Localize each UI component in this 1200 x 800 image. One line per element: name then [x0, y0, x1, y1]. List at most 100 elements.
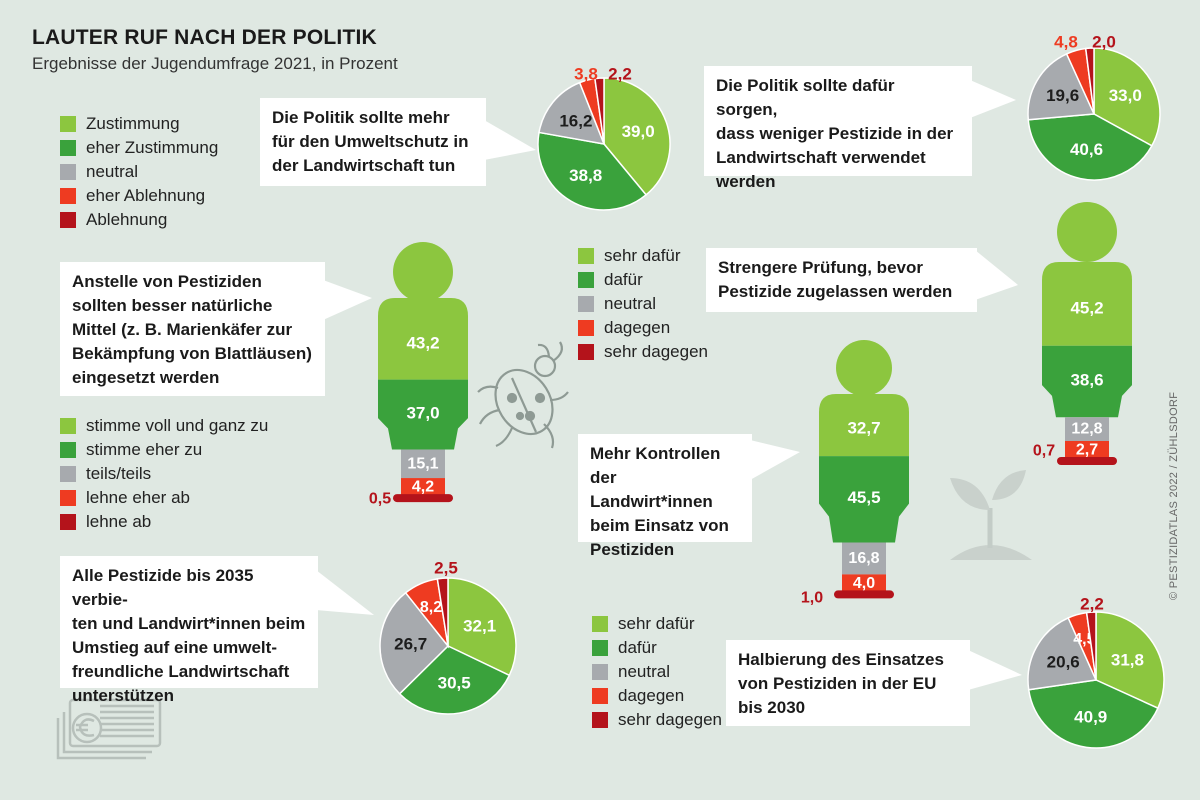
- legend-swatch: [60, 212, 76, 228]
- legend-label: Ablehnung: [86, 210, 168, 229]
- pie-chart: 31,840,920,64,52,2: [1027, 595, 1165, 749]
- ladybug-icon: [477, 341, 569, 449]
- legend-swatch: [60, 140, 76, 156]
- data-label: 38,8: [569, 166, 602, 185]
- data-label: 39,0: [622, 122, 655, 141]
- pie-slice: [1027, 52, 1096, 121]
- figure-segment: [1042, 345, 1132, 418]
- data-label: 32,1: [463, 617, 496, 636]
- data-label: 43,2: [406, 333, 439, 352]
- data-label: 0,5: [369, 491, 391, 508]
- figure-chart: 32,7 45,5 16,8 4,0 1,0: [801, 340, 909, 607]
- legend-agreement: Zustimmung eher Zustimmung neutral eher Abl…: [60, 112, 218, 232]
- legend-item: eher Zustimmung: [60, 136, 218, 160]
- legend-swatch: [60, 418, 76, 434]
- legend-swatch: [592, 664, 608, 680]
- chart-subtitle: Ergebnisse der Jugendumfrage 2021, in Pr…: [32, 54, 398, 73]
- legend-statement: stimme voll und ganz zu stimme eher zu tei…: [60, 414, 268, 534]
- pie-slice: [1085, 611, 1097, 681]
- legend-swatch: [60, 116, 76, 132]
- figure-segment: [401, 478, 445, 497]
- pie-slice: [537, 131, 648, 211]
- legend-item: sehr dafür: [578, 244, 708, 268]
- legend-label: neutral: [604, 294, 656, 313]
- legend-label: Zustimmung: [86, 114, 180, 133]
- statement-environment-bubble: Die Politik sollte mehr für den Umweltsc…: [260, 98, 486, 186]
- data-label: 19,6: [1046, 86, 1079, 105]
- legend-label: stimme voll und ganz zu: [86, 416, 269, 435]
- statement-stricter-testing-bubble: Strengere Prüfung, bevor Pestizide zugel…: [706, 248, 977, 312]
- legend-swatch: [60, 188, 76, 204]
- legend-item: sehr dafür: [592, 612, 722, 636]
- data-label: 16,8: [848, 550, 879, 567]
- figure-segment: [842, 574, 886, 593]
- legend-label: neutral: [618, 662, 670, 681]
- data-label: 1,0: [801, 590, 823, 607]
- legend-swatch: [60, 466, 76, 482]
- pie-slice: [436, 577, 449, 647]
- data-label: 2,0: [1092, 33, 1116, 52]
- figure-segment: [834, 590, 894, 599]
- legend-support-2: sehr dafür dafür neutral dagegen sehr dagege…: [592, 612, 722, 732]
- legend-swatch: [60, 442, 76, 458]
- pie-slice: [538, 81, 606, 145]
- chart-title: LAUTER RUF NACH DER POLITIK: [32, 26, 377, 49]
- bubble-pointer: [484, 120, 536, 160]
- data-label: 0,7: [1033, 443, 1055, 460]
- sprout-icon: [950, 470, 1032, 560]
- data-label: 20,6: [1047, 652, 1080, 671]
- data-label: 32,7: [847, 419, 880, 438]
- bubble-pointer: [970, 80, 1016, 118]
- pie-slice: [594, 77, 605, 145]
- figure-segment: [819, 456, 909, 543]
- legend-label: neutral: [86, 162, 138, 181]
- data-label: 15,1: [407, 455, 438, 472]
- figure-chart: 43,2 37,0 15,1 4,2 0,5: [369, 242, 468, 508]
- pie-slice: [398, 645, 511, 715]
- legend-item: stimme eher zu: [60, 438, 268, 462]
- legend-item: lehne ab: [60, 510, 268, 534]
- pie-slice: [1093, 47, 1161, 147]
- figure-segment: [1065, 417, 1109, 441]
- figure-head: [836, 340, 892, 396]
- figure-segment: [378, 379, 468, 450]
- data-label: 8,2: [420, 599, 442, 616]
- pie-slice: [1095, 611, 1165, 710]
- data-label: 2,7: [1076, 441, 1098, 458]
- legend-item: neutral: [60, 160, 218, 184]
- data-label: 2,2: [608, 65, 632, 84]
- bubble-pointer: [968, 650, 1022, 690]
- data-label: 40,9: [1074, 708, 1107, 727]
- legend-item: neutral: [578, 292, 708, 316]
- legend-item: dagegen: [592, 684, 722, 708]
- data-label: 31,8: [1111, 650, 1144, 669]
- pie-slice: [1084, 47, 1095, 115]
- legend-item: eher Ablehnung: [60, 184, 218, 208]
- data-label: 4,8: [1054, 33, 1078, 52]
- statement-halving-eu-bubble: Halbierung des Einsatzes von Pestiziden …: [726, 640, 970, 726]
- bubble-pointer: [323, 280, 372, 320]
- legend-label: sehr dafür: [604, 246, 681, 265]
- bubble-pointer: [316, 570, 374, 615]
- pie-chart: 39,0 38,8 16,2 3,8 2,2: [537, 65, 671, 211]
- legend-swatch: [592, 712, 608, 728]
- bubble-pointer: [975, 250, 1018, 300]
- legend-swatch: [60, 514, 76, 530]
- legend-label: stimme eher zu: [86, 440, 203, 459]
- legend-label: sehr dagegen: [604, 342, 708, 361]
- data-label: 26,7: [394, 634, 427, 653]
- pie-slice: [1027, 679, 1159, 749]
- legend-label: dafür: [604, 270, 643, 289]
- figure-segment: [401, 449, 445, 479]
- legend-item: dagegen: [578, 316, 708, 340]
- legend-item: sehr dagegen: [578, 340, 708, 364]
- statement-ban-2035-bubble: Alle Pestizide bis 2035 verbie- ten und …: [60, 556, 318, 705]
- legend-item: teils/teils: [60, 462, 268, 486]
- pie-slice: [447, 577, 517, 677]
- figure-segment: [842, 542, 886, 575]
- legend-swatch: [578, 248, 594, 264]
- pie-slice: [1027, 616, 1098, 691]
- statement-more-controls-bubble: Mehr Kontrollen der Landwirt*innen beim …: [578, 434, 752, 559]
- data-label: 2,5: [434, 559, 458, 578]
